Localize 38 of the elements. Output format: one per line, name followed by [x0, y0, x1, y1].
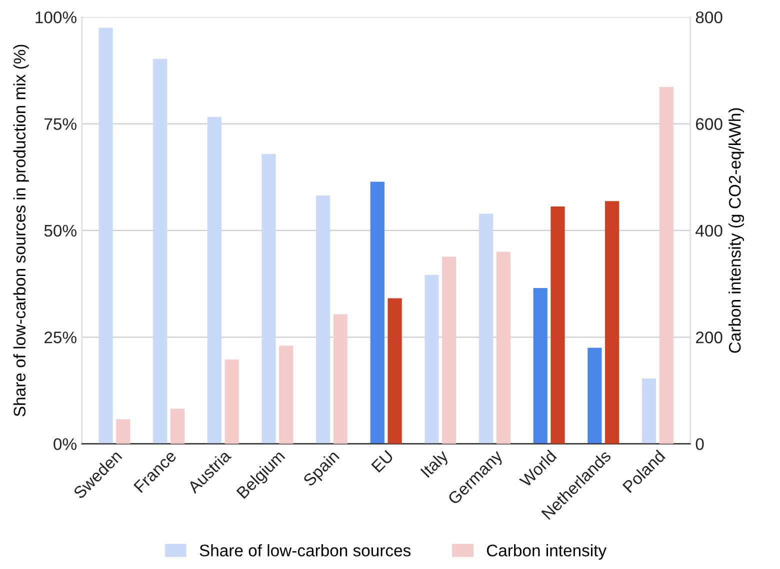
y-tick-label: 50% — [44, 224, 76, 237]
bar — [98, 28, 113, 444]
bar — [170, 408, 185, 444]
y2-tick-label: 400 — [696, 224, 722, 237]
bar — [388, 298, 402, 444]
x-tick-label: EU — [371, 450, 394, 473]
bar — [605, 201, 620, 444]
y-tick-label: 0% — [54, 438, 76, 450]
y2-tick-label: 200 — [696, 332, 722, 344]
bar — [533, 288, 548, 444]
bar — [642, 378, 656, 444]
bar — [333, 314, 348, 444]
y2-axis-title: Carbon intensity (g CO2-eq/kWh) — [728, 108, 744, 353]
y-tick-label: 100% — [36, 11, 76, 24]
y2-tick-label: 600 — [696, 118, 722, 130]
bar — [659, 86, 674, 444]
bar — [588, 348, 602, 444]
y2-tick-label: 800 — [696, 11, 722, 24]
bar — [424, 274, 439, 444]
legend-label: Share of low-carbon sources — [200, 544, 411, 556]
bar — [370, 182, 384, 444]
bar — [262, 154, 276, 444]
bar — [116, 419, 130, 444]
bar — [442, 256, 456, 444]
y-tick-label: 25% — [44, 332, 76, 344]
y-axis-title: Share of low-carbon sources in production mix (%) — [13, 44, 29, 416]
y-tick-label: 75% — [44, 118, 76, 130]
bar — [478, 214, 494, 444]
legend-label: Carbon intensity — [486, 544, 607, 560]
bar — [224, 360, 239, 444]
bar — [207, 116, 222, 444]
bar — [550, 206, 565, 444]
bar — [153, 58, 168, 444]
y2-tick-label: 0 — [696, 438, 704, 450]
bar — [316, 195, 330, 444]
bar — [279, 346, 294, 444]
bar — [496, 252, 510, 444]
x-tick-label: Italy — [420, 448, 452, 480]
